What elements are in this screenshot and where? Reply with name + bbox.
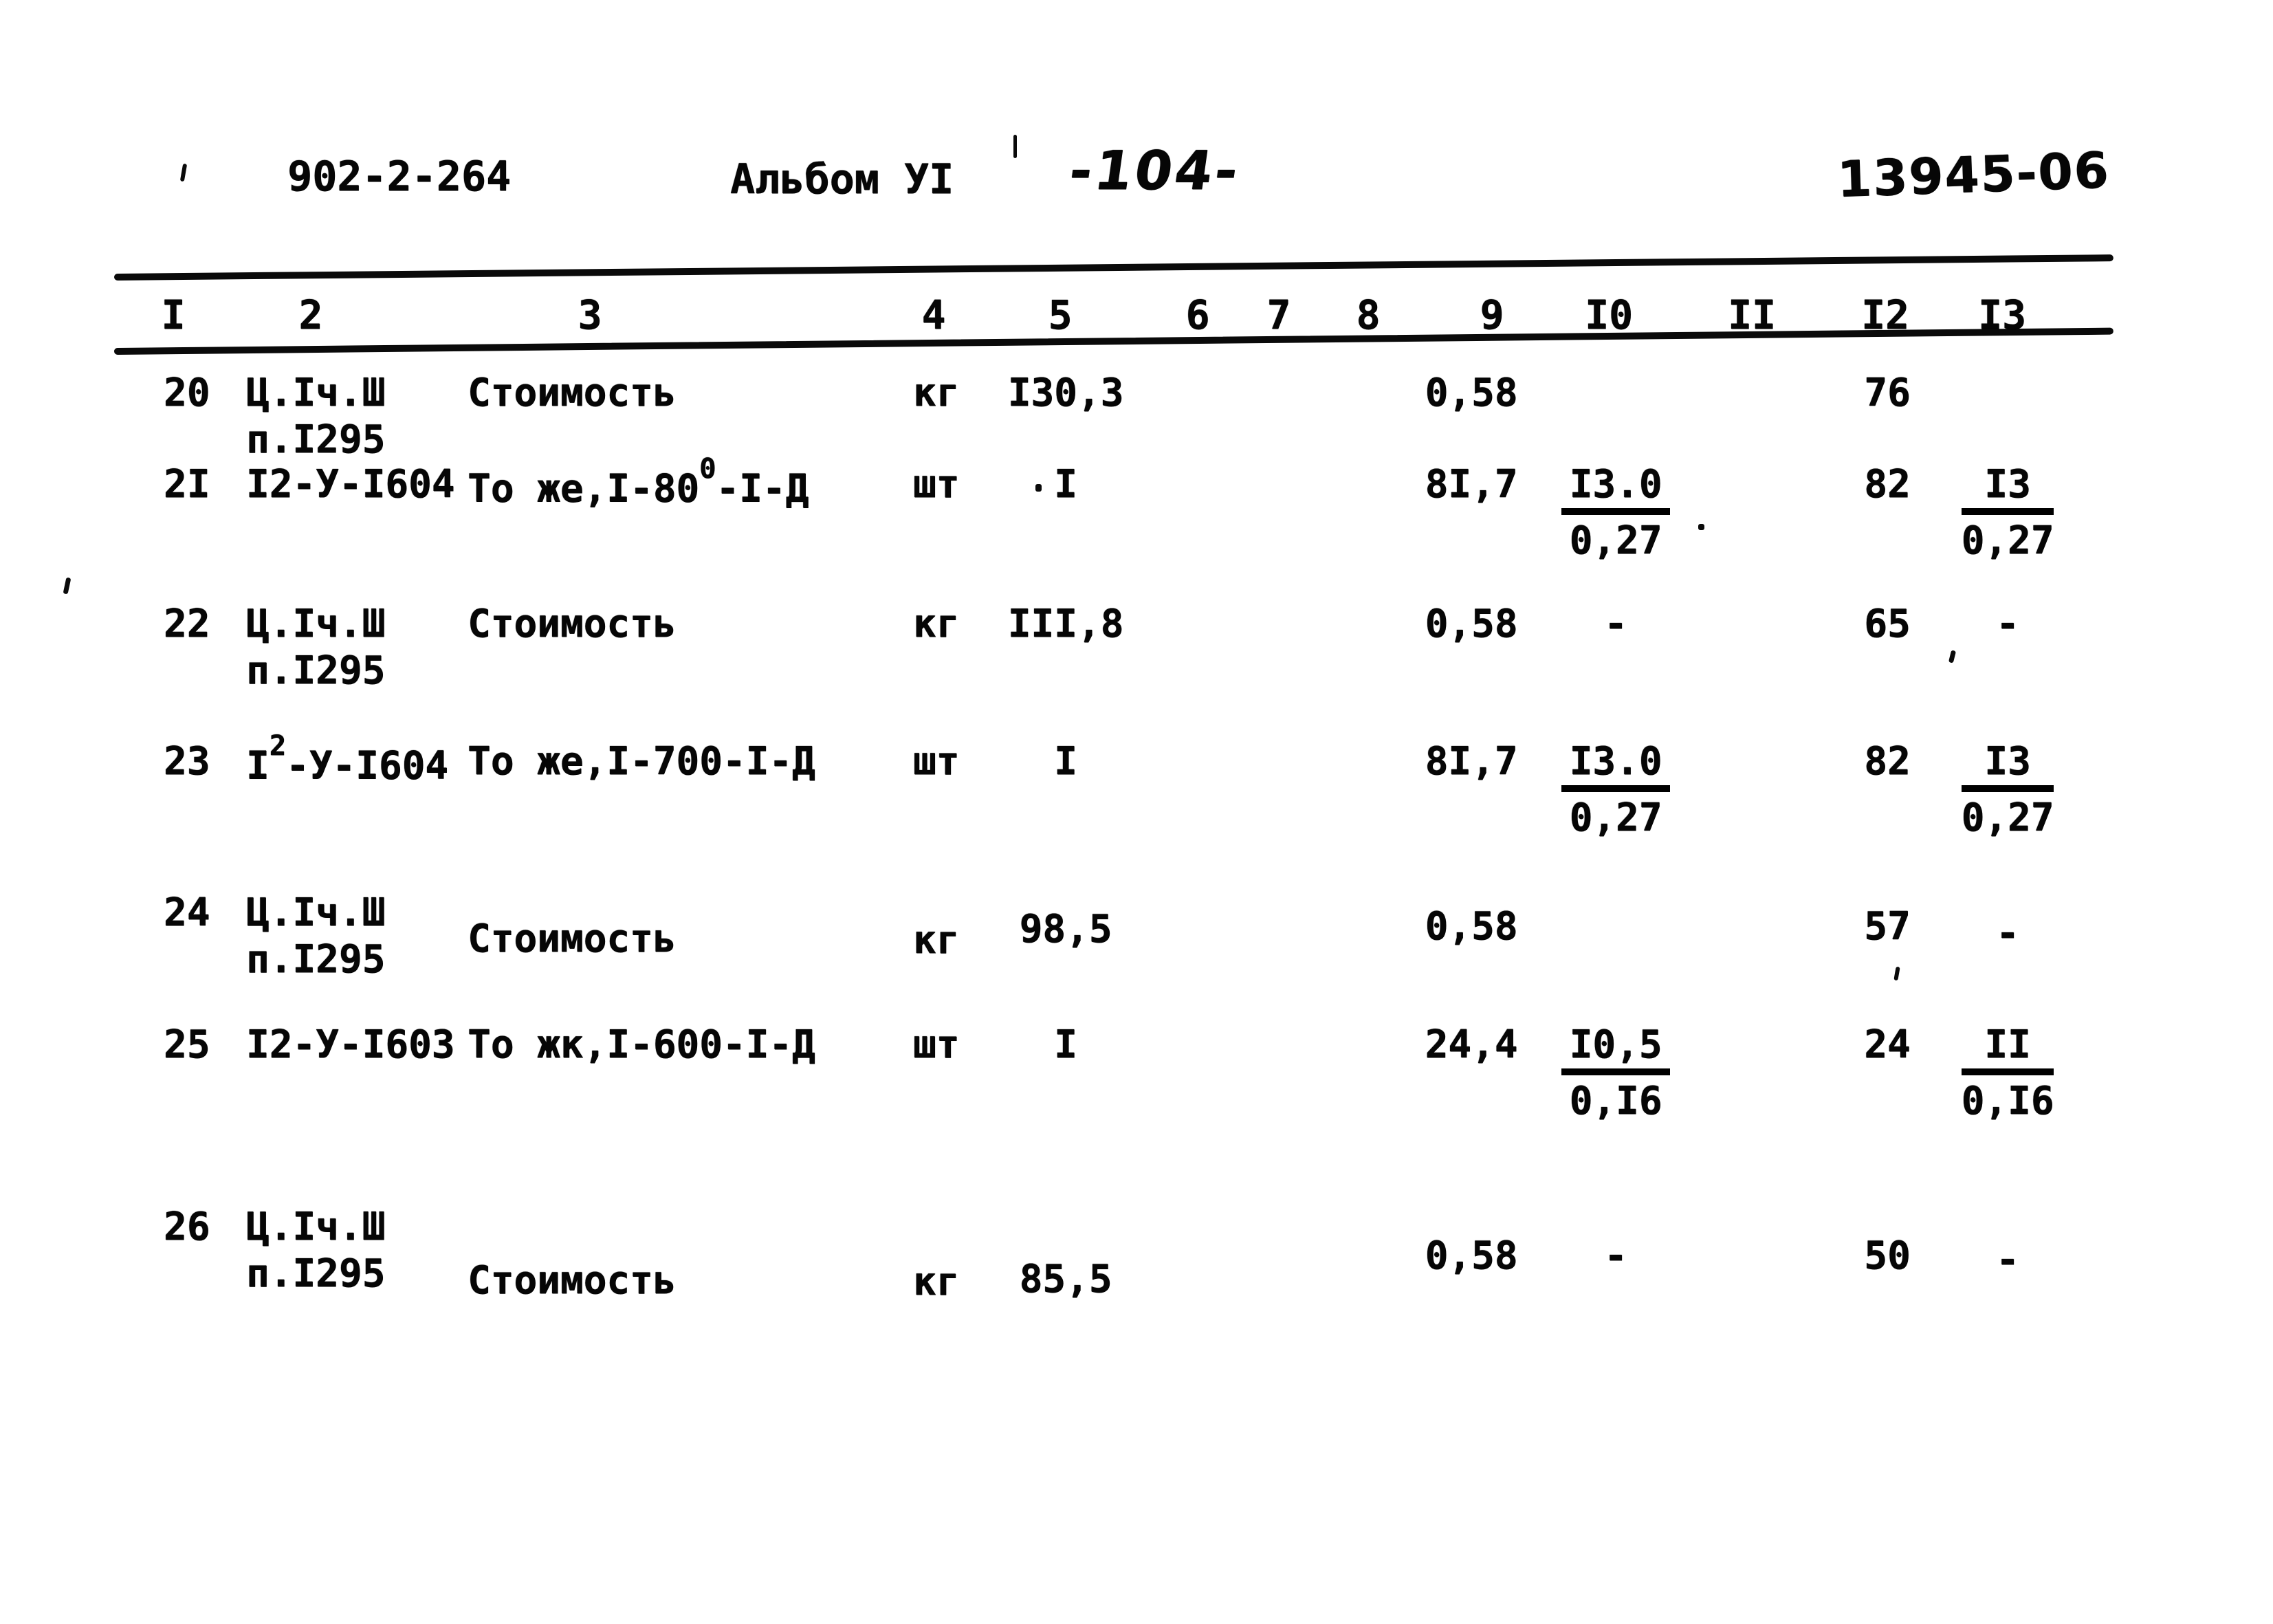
col12-cell: 50 [1864,1233,1911,1278]
row-number: 20 [164,371,210,415]
col13-cell: I3 0,27 [1925,462,2090,564]
column-number-12: I2 [1861,292,1909,338]
row-number: 26 [164,1205,210,1249]
col9-cell: 0,58 [1425,602,1518,646]
inventory-number-handwritten: 13945-06 [1836,141,2111,208]
code-cell: I2-У-I604 [246,729,449,789]
qty-cell: I [1054,1022,1077,1067]
unit-cell: кг [913,1260,960,1304]
row-number: 24 [164,890,210,935]
album-label: Альбом УI [730,155,954,204]
qty-cell: I30,3 [1007,371,1124,415]
row-number: 2I [164,462,210,507]
name-cell: То жк,I-600-I-Д [468,1022,815,1067]
scan-speck [1698,524,1704,530]
fraction: I0,5 0,I6 [1561,1024,1671,1123]
qty-cell: I [1054,739,1077,784]
col12-cell: 65 [1864,602,1911,646]
doc-number: 902-2-264 [287,153,512,201]
column-number-4: 4 [921,292,946,338]
row-number: 23 [164,739,210,784]
fraction: I3.0 0,27 [1561,463,1671,562]
code-cell: I2-У-I604 [246,462,455,507]
scan-speck [63,577,72,595]
fraction: I3.0 0,27 [1561,740,1671,840]
qty-cell: 98,5 [1019,907,1112,952]
code-cell: Ц.Iч.Ш п.I295 [246,371,386,463]
col9-cell: 8I,7 [1425,462,1518,507]
col10-cell: - [1604,602,1627,646]
qty-cell: III,8 [1007,602,1124,646]
col12-cell: 57 [1864,904,1911,949]
name-cell: Стоимость [468,602,677,646]
qty-cell: I [1054,462,1077,507]
scan-speck [1035,484,1042,492]
unit-cell: шт [913,462,960,507]
col13-cell: II 0,I6 [1925,1024,2090,1123]
col12-cell: 24 [1864,1022,1911,1067]
col12-cell: 76 [1864,371,1911,415]
column-number-5: 5 [1048,292,1073,338]
col9-cell: 0,58 [1425,904,1518,949]
column-number-9: 9 [1480,292,1504,338]
row-number: 25 [164,1022,210,1067]
col9-cell: 0,58 [1425,1233,1518,1278]
unit-cell: кг [913,602,960,646]
code-cell: Ц.Iч.Ш п.I295 [246,890,386,983]
name-cell: Стоимость [468,917,677,961]
name-cell: То же,I-700-I-Д [468,739,815,784]
col10-cell: I3.0 0,27 [1533,740,1698,840]
col13-cell: - [1996,911,2019,956]
column-number-3: 3 [578,292,602,338]
fraction: I3 0,27 [1961,462,2054,564]
scan-speck [1013,135,1017,158]
code-cell: Ц.Iч.Ш п.I295 [246,602,386,694]
column-number-8: 8 [1356,292,1381,338]
table-rule-header-bottom [113,327,2113,355]
name-cell: То же,I-800-I-Д [468,452,809,512]
col12-cell: 82 [1864,739,1911,784]
col10-cell: I0,5 0,I6 [1533,1024,1698,1123]
column-number-2: 2 [298,292,323,338]
name-cell: Стоимость [468,1258,677,1303]
page-number-handwritten: -104- [1065,140,1244,202]
column-number-1: I [161,292,186,338]
name-cell: Стоимость [468,371,677,415]
col10-cell: - [1604,1233,1627,1278]
col9-cell: 0,58 [1425,371,1518,415]
col13-cell: - [1996,1238,2019,1282]
column-number-13: I3 [1978,292,2026,338]
scan-speck [1893,966,1900,981]
col9-cell: 8I,7 [1425,739,1518,784]
unit-cell: кг [913,918,960,963]
column-number-10: I0 [1585,292,1633,338]
col9-cell: 24,4 [1425,1022,1518,1067]
column-number-11: II [1728,292,1776,338]
col13-cell: I3 0,27 [1925,739,2090,841]
scan-speck [1948,650,1957,663]
unit-cell: шт [913,1022,960,1067]
table-rule-top [113,254,2113,281]
col10-cell: I3.0 0,27 [1533,463,1698,562]
code-cell: I2-У-I603 [246,1022,455,1067]
row-number: 22 [164,602,210,646]
fraction: II 0,I6 [1961,1022,2054,1124]
scan-speck [179,163,188,182]
unit-cell: шт [913,739,960,784]
code-cell: Ц.Iч.Ш п.I295 [246,1205,386,1297]
qty-cell: 85,5 [1019,1257,1112,1302]
unit-cell: кг [913,371,960,415]
fraction: I3 0,27 [1961,739,2054,841]
column-number-7: 7 [1266,292,1291,338]
col13-cell: - [1996,602,2019,646]
col12-cell: 82 [1864,462,1911,507]
column-number-6: 6 [1185,292,1210,338]
